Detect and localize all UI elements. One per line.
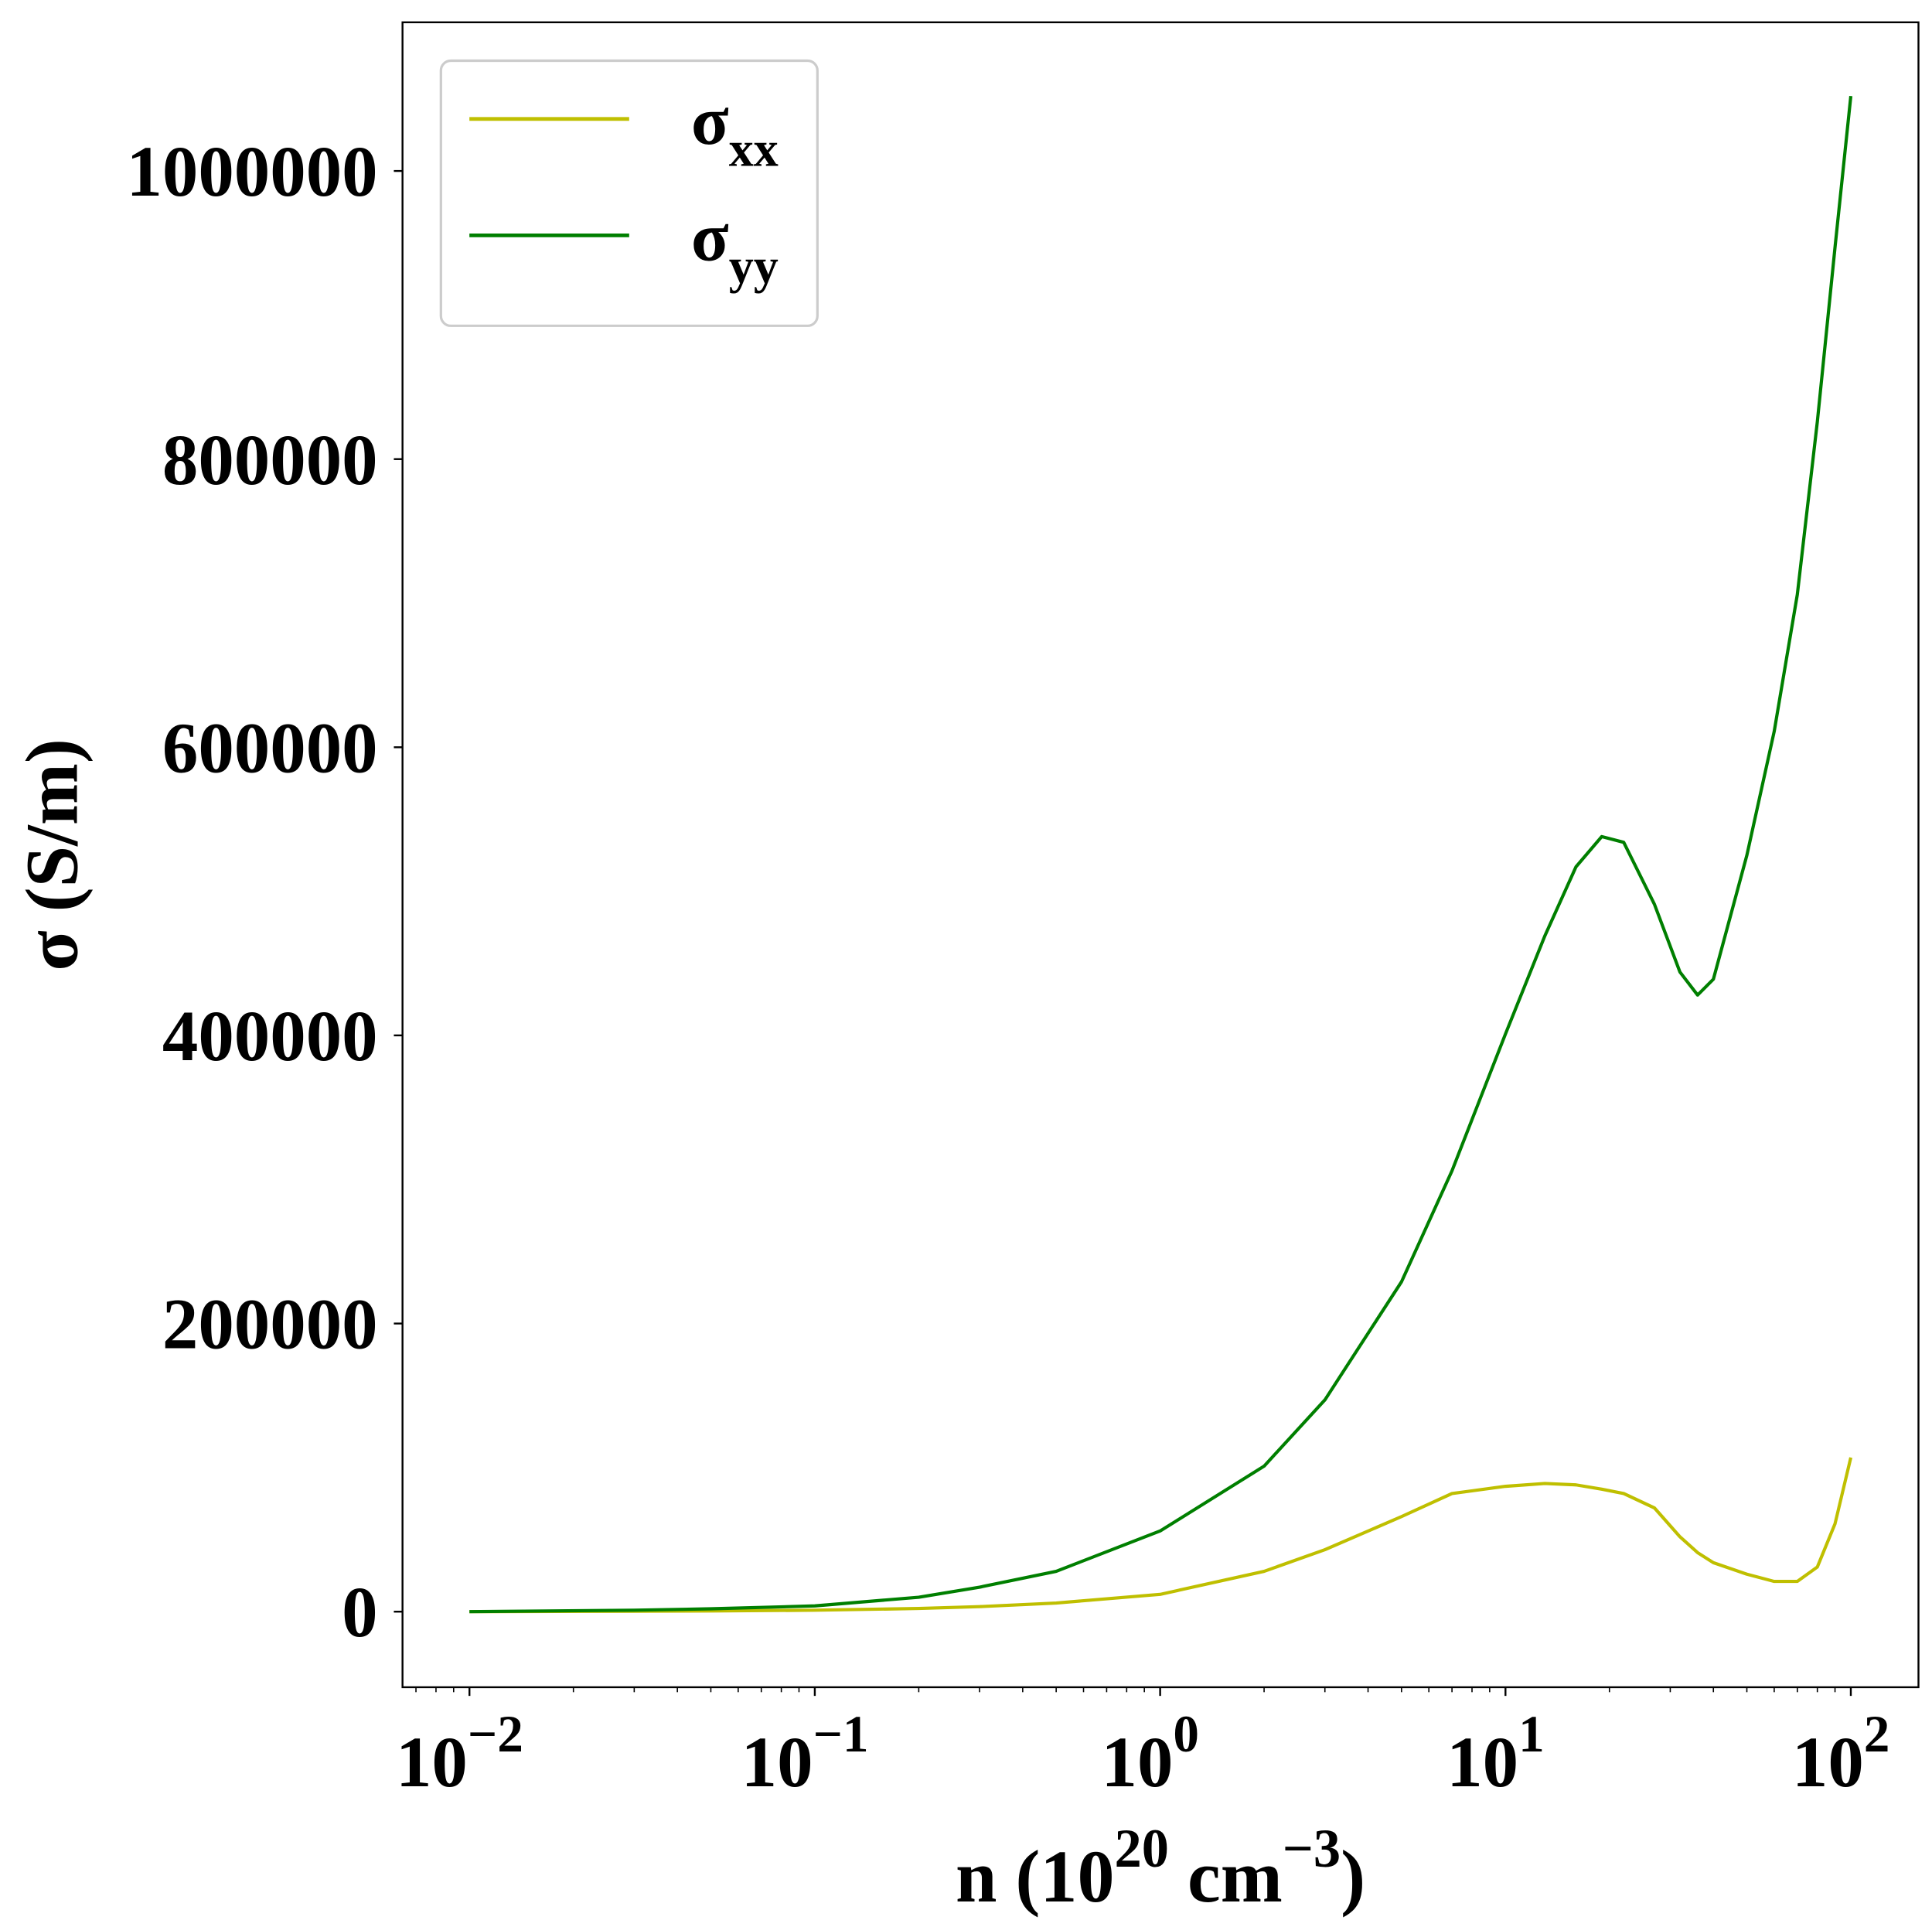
legend-label: σyy xyxy=(691,199,779,293)
x-label-sup: 20 xyxy=(1115,1819,1169,1879)
x-tick-label: 101 xyxy=(1446,1705,1545,1803)
tick-exponent: −2 xyxy=(468,1705,523,1763)
tick-exponent: 1 xyxy=(1518,1705,1545,1763)
y-tick-label: 0 xyxy=(342,1573,377,1652)
y-tick-label: 600000 xyxy=(162,708,378,788)
y-tick-label: 200000 xyxy=(162,1285,378,1365)
legend-label: σxx xyxy=(691,83,779,177)
legend-sub: xx xyxy=(729,122,779,177)
x-label-text: n (10 xyxy=(956,1835,1115,1918)
tick-exponent: 2 xyxy=(1864,1705,1890,1763)
x-label-text: ) xyxy=(1341,1835,1365,1918)
x-label-sup: −3 xyxy=(1283,1819,1341,1879)
tick-base: 10 xyxy=(396,1723,468,1803)
x-tick-label: 102 xyxy=(1792,1705,1890,1803)
tick-exponent: 0 xyxy=(1173,1705,1199,1763)
tick-base: 10 xyxy=(1792,1723,1864,1803)
legend-box xyxy=(439,59,819,327)
tick-exponent: −1 xyxy=(813,1705,869,1763)
x-axis-label: n (1020 cm−3) xyxy=(956,1819,1365,1918)
tick-base: 10 xyxy=(741,1723,813,1803)
y-tick-label: 1000000 xyxy=(126,132,377,212)
legend-sub: yy xyxy=(729,238,779,293)
tick-base: 10 xyxy=(1446,1723,1518,1803)
y-tick-label: 400000 xyxy=(162,997,378,1076)
legend-name: σ xyxy=(691,199,729,275)
tick-base: 10 xyxy=(1102,1723,1174,1803)
x-label-text: cm xyxy=(1169,1835,1283,1918)
y-axis-label: σ (S/m) xyxy=(10,738,93,971)
legend-name: σ xyxy=(691,83,729,159)
y-tick-label: 800000 xyxy=(162,421,378,500)
series-line xyxy=(469,1457,1853,1614)
x-tick-label: 100 xyxy=(1102,1705,1200,1803)
x-tick-label: 10−2 xyxy=(396,1705,523,1803)
series-line xyxy=(469,96,1853,1614)
x-tick-label: 10−1 xyxy=(741,1705,869,1803)
